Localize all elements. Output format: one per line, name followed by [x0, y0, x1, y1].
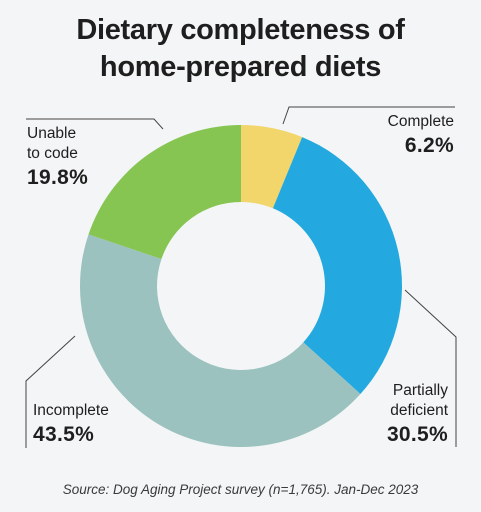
label-complete-name: Complete — [387, 113, 454, 130]
label-complete: Complete 6.2% — [388, 112, 454, 160]
leader-line-incomplete — [25, 335, 76, 448]
leader-lines — [25, 106, 457, 448]
label-unable-to-code-line2: to code — [27, 145, 78, 162]
label-unable-to-code: Unable to code 19.8% — [27, 124, 88, 192]
chart-title-line1: Dietary completeness of — [76, 14, 405, 46]
donut-slices — [80, 125, 402, 447]
leader-line-unable-to-code — [26, 118, 164, 130]
slice-unable-to-code — [88, 125, 241, 260]
leader-line-complete — [282, 106, 455, 125]
chart-title: Dietary completeness of home-prepared di… — [0, 12, 481, 86]
label-unable-to-code-value: 19.8% — [27, 166, 89, 189]
label-partially-deficient: Partially deficient 30.5% — [387, 381, 448, 449]
source-note: Source: Dog Aging Project survey (n=1,76… — [62, 482, 419, 497]
label-partially-deficient-line1: Partially — [392, 382, 448, 399]
leader-line-partially-deficient — [404, 289, 457, 447]
label-incomplete-name: Incomplete — [33, 402, 109, 419]
label-complete-value: 6.2% — [404, 134, 454, 157]
slice-partially-deficient — [272, 137, 402, 394]
label-partially-deficient-line2: deficient — [390, 402, 448, 419]
slice-incomplete — [80, 234, 361, 447]
label-unable-to-code-line1: Unable — [27, 125, 77, 142]
label-incomplete: Incomplete 43.5% — [33, 401, 109, 449]
label-incomplete-value: 43.5% — [33, 423, 95, 446]
label-partially-deficient-value: 30.5% — [386, 423, 448, 446]
slice-complete — [241, 125, 303, 209]
chart-title-line2: home-prepared diets — [99, 51, 382, 83]
